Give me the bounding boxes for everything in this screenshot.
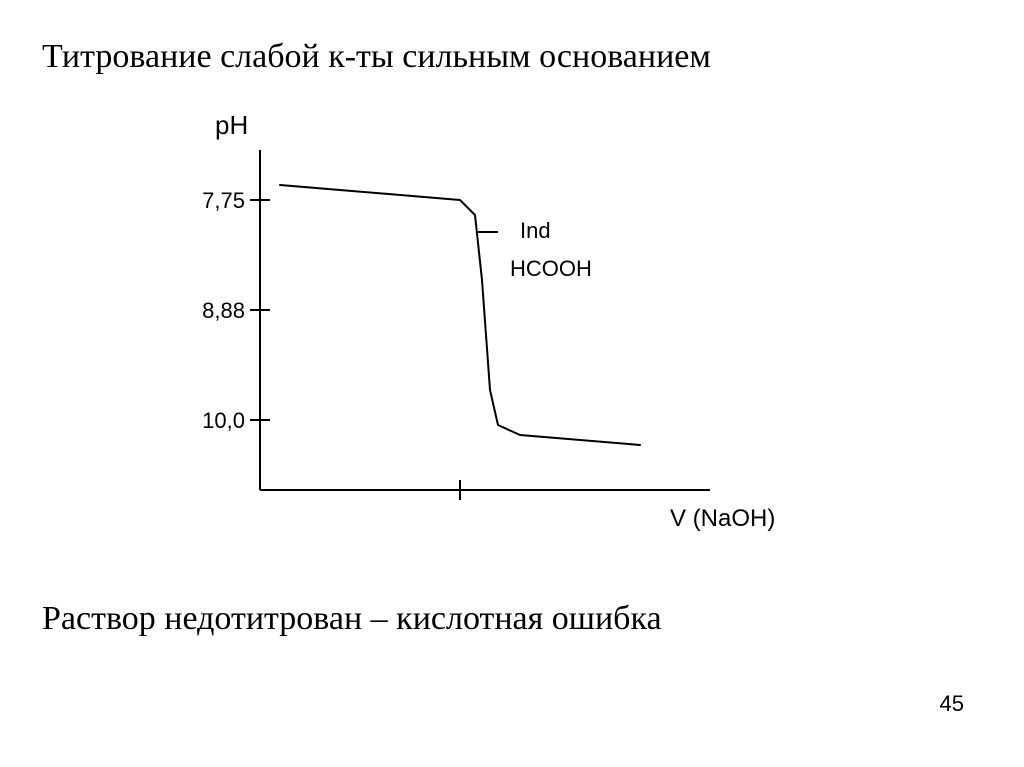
- chart-svg: [200, 100, 780, 540]
- caption-text: Раствор недотитрован – кислотная ошибка: [42, 600, 662, 638]
- x-axis-label: V (NaOH): [670, 505, 775, 533]
- page-title: Титрование слабой к-ты сильным основание…: [42, 38, 711, 76]
- ytick-0: 7,75: [185, 188, 245, 214]
- page-number: 45: [940, 691, 964, 717]
- titration-chart: pH 7,75 8,88 10,0 Ind HCOOH V (NaOH): [200, 100, 780, 540]
- annot-ind: Ind: [520, 218, 551, 244]
- ytick-2: 10,0: [185, 408, 245, 434]
- ytick-1: 8,88: [185, 298, 245, 324]
- annot-hcooh: HCOOH: [510, 256, 592, 282]
- y-axis-label: pH: [215, 110, 248, 141]
